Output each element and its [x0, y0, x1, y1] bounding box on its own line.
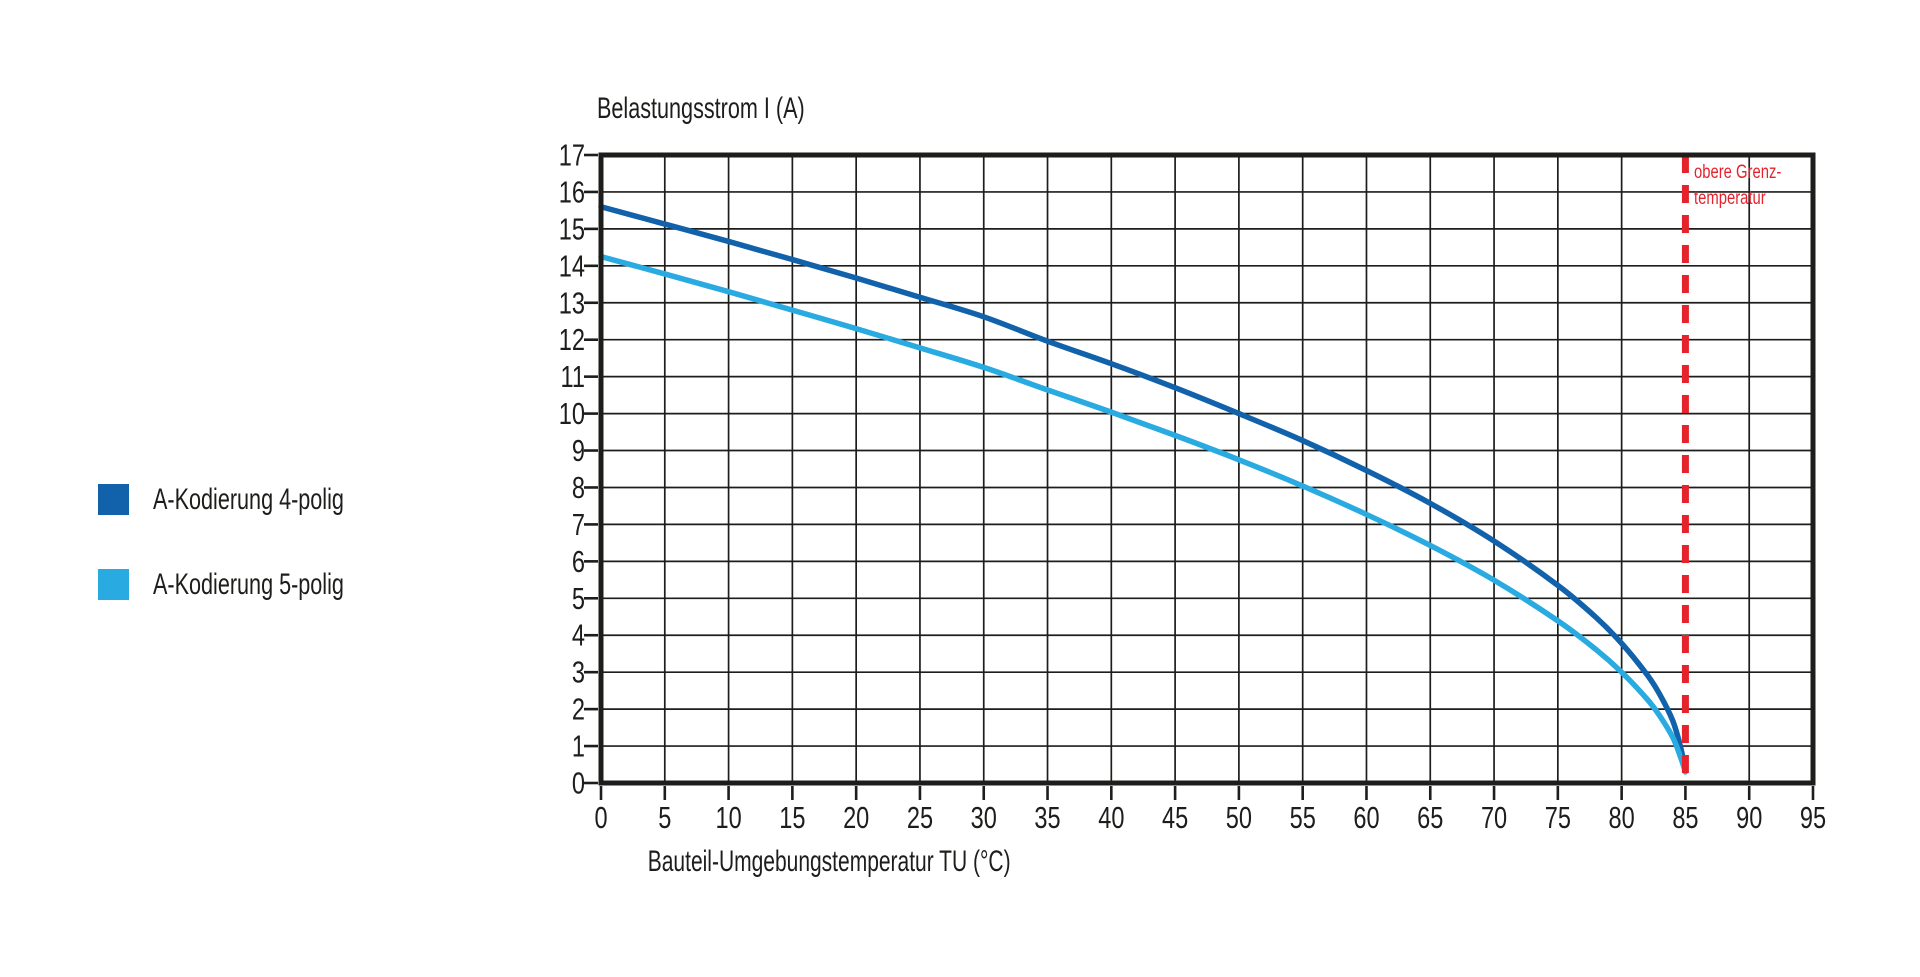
- y-tick-label: 5: [572, 581, 585, 616]
- gridlines: [601, 155, 1813, 783]
- y-tick-label: 0: [572, 765, 585, 800]
- limit-annotation-line1: obere Grenz-: [1694, 162, 1782, 183]
- axis-ticks: [584, 153, 1815, 800]
- y-tick-label: 1: [572, 728, 585, 763]
- series-line-1: [598, 253, 1689, 775]
- x-tick-label: 95: [1800, 800, 1826, 835]
- x-tick-label: 10: [715, 800, 741, 835]
- y-axis-title-text: Belastungsstrom I (A): [597, 92, 805, 125]
- legend-label-4polig: A-Kodierung 4-polig: [153, 482, 344, 516]
- y-tick-label: 8: [572, 470, 585, 505]
- x-tick-label: 80: [1609, 800, 1635, 835]
- x-tick-label: 45: [1162, 800, 1188, 835]
- x-axis-title-text: Bauteil-Umgebungstemperatur TU (°C): [647, 845, 1011, 878]
- y-tick-label: 7: [572, 507, 585, 542]
- limit-annotation-line2: temperatur: [1694, 188, 1766, 209]
- x-tick-label: 40: [1098, 800, 1124, 835]
- x-tick-label: 65: [1417, 800, 1443, 835]
- x-tick-label: 60: [1353, 800, 1379, 835]
- legend-item-4polig: A-Kodierung 4-polig: [98, 482, 418, 516]
- y-tick-label: 16: [559, 174, 585, 209]
- y-tick-label: 17: [559, 137, 585, 172]
- x-tick-label: 55: [1290, 800, 1316, 835]
- y-tick-label: 15: [559, 211, 585, 246]
- y-tick-label: 13: [559, 285, 585, 320]
- x-tick-label: 85: [1672, 800, 1698, 835]
- y-tick-label: 3: [572, 655, 585, 690]
- x-tick-label: 0: [594, 800, 607, 835]
- y-tick-label: 11: [561, 359, 585, 394]
- x-tick-label: 20: [843, 800, 869, 835]
- x-tick-label: 50: [1226, 800, 1252, 835]
- legend-swatch-5polig: [98, 569, 129, 600]
- x-tick-label: 15: [779, 800, 805, 835]
- y-tick-label: 12: [559, 322, 585, 357]
- plot-frame: [598, 152, 1816, 786]
- y-tick-label: 9: [572, 433, 585, 468]
- legend-label-5polig: A-Kodierung 5-polig: [153, 567, 344, 601]
- x-tick-label: 25: [907, 800, 933, 835]
- y-tick-label: 4: [572, 618, 585, 653]
- x-axis-title: Bauteil-Umgebungstemperatur TU (°C): [329, 845, 1329, 879]
- x-tick-label: 30: [971, 800, 997, 835]
- y-tick-label: 2: [572, 691, 585, 726]
- limit-annotation: obere Grenz- temperatur: [1694, 160, 1781, 212]
- x-tick-label: 70: [1481, 800, 1507, 835]
- y-tick-label: 14: [559, 248, 585, 283]
- series-curves: [598, 203, 1689, 775]
- x-tick-label: 90: [1736, 800, 1762, 835]
- x-tick-label: 35: [1034, 800, 1060, 835]
- y-axis-title: Belastungsstrom I (A): [597, 92, 885, 126]
- x-tick-label: 75: [1545, 800, 1571, 835]
- x-tick-labels: 0 5 10 15 20 25 30 35 40 45 50 55 60 65 70 75 80 85 90 95: [594, 800, 1826, 835]
- y-tick-label: 10: [559, 396, 585, 431]
- legend-item-5polig: A-Kodierung 5-polig: [98, 567, 418, 601]
- legend-swatch-4polig: [98, 484, 129, 515]
- x-tick-label: 5: [658, 800, 671, 835]
- y-tick-label: 6: [572, 544, 585, 579]
- series-line-0: [598, 203, 1689, 773]
